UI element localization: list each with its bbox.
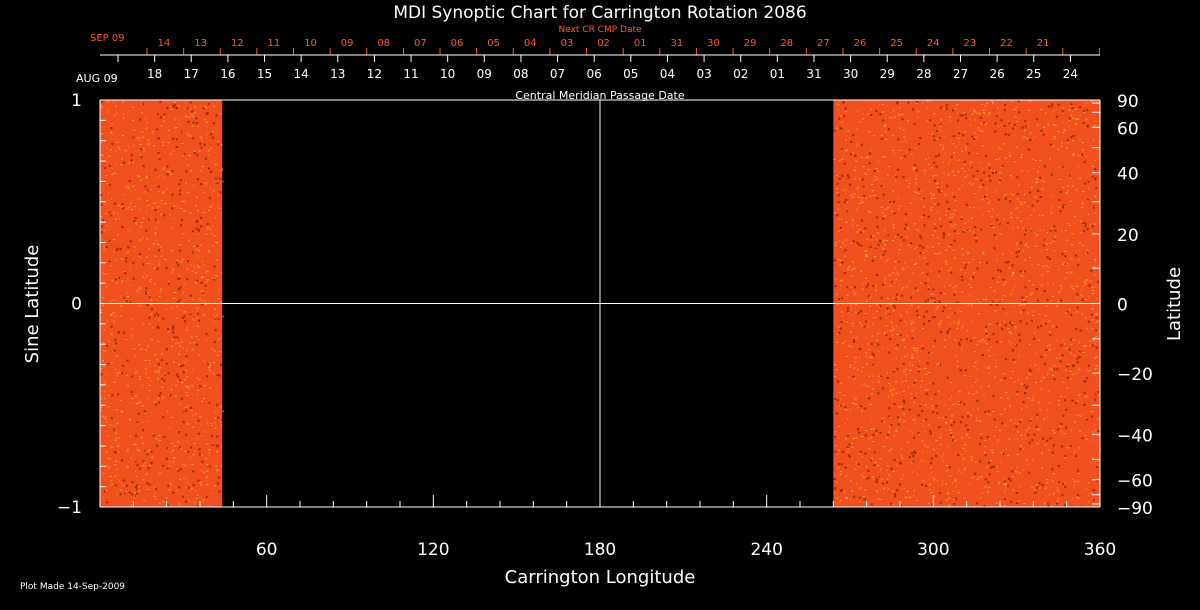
next-cr-date-label: 12	[231, 38, 244, 49]
x-tick-label: 300	[917, 540, 949, 560]
cmp-date-label: 29	[880, 67, 895, 81]
next-cr-date-label: 03	[561, 38, 574, 49]
cmp-date-label: 17	[184, 67, 199, 81]
y-right-tick-label: 20	[1117, 226, 1139, 246]
cmp-date-label: 26	[989, 67, 1004, 81]
cmp-date-label: 30	[843, 67, 858, 81]
chart-title: MDI Synoptic Chart for Carrington Rotati…	[393, 3, 806, 23]
cmp-date-label: 14	[294, 67, 309, 81]
cmp-date-label: 31	[806, 67, 821, 81]
next-cr-date-label: 11	[268, 38, 281, 49]
y-right-tick-label: −90	[1117, 499, 1153, 519]
cmp-date-label: 16	[220, 67, 235, 81]
x-tick-label: 60	[256, 540, 278, 560]
next-cr-date-label: 27	[817, 38, 830, 49]
central-meridian-date-axis: 18 17 16 15 14 13 12 11 10 09 08 07 06 05 04 03 02 01 31 30…	[100, 54, 1100, 81]
next-cr-start-label: SEP 09	[90, 33, 125, 44]
cmp-date-label: 08	[513, 67, 528, 81]
x-tick-label: 360	[1084, 540, 1116, 560]
plot-made-footer: Plot Made 14-Sep-2009	[20, 582, 125, 592]
next-cr-date-label: 13	[194, 38, 207, 49]
y-axis-left-label: Sine Latitude	[22, 245, 43, 364]
next-cr-cmp-date-axis: 14 13 12 11 10 09 08 07 06 05 04 03 02 01 31 30 29 28 27 26…	[146, 38, 1100, 55]
next-cr-date-label: 06	[451, 38, 464, 49]
latitude-axis: 90 60 40 20 0 −20 −40 −60 −90	[1092, 92, 1153, 519]
top-axis-start-label: AUG 09	[76, 72, 118, 85]
longitude-axis: 60 120 180 240 300 360	[99, 495, 1116, 560]
next-cr-date-label: 14	[158, 38, 171, 49]
x-axis-label: Carrington Longitude	[505, 567, 696, 588]
y-right-tick-label: −60	[1117, 472, 1153, 492]
next-cr-date-label: 21	[1037, 38, 1050, 49]
next-cr-date-label: 01	[634, 38, 647, 49]
next-cr-date-label: 28	[780, 38, 793, 49]
next-cr-date-label: 04	[524, 38, 537, 49]
y-right-tick-label: 60	[1117, 119, 1139, 139]
y-right-tick-label: −20	[1117, 365, 1153, 385]
next-cr-date-label: 08	[377, 38, 390, 49]
zero-grid-lines	[100, 100, 1100, 507]
cmp-date-label: 27	[953, 67, 968, 81]
cmp-date-label: 25	[1026, 67, 1041, 81]
next-cr-date-label: 02	[597, 38, 610, 49]
next-cr-date-label: 22	[1000, 38, 1013, 49]
next-cr-date-label: 10	[304, 38, 317, 49]
next-cr-date-label: 07	[414, 38, 427, 49]
x-tick-label: 120	[417, 540, 449, 560]
cmp-date-label: 24	[1063, 67, 1078, 81]
next-cr-date-label: 29	[744, 38, 757, 49]
cmp-date-label: 13	[330, 67, 345, 81]
y-left-tick-label: −1	[57, 498, 82, 518]
next-cr-date-label: 30	[707, 38, 720, 49]
cmp-date-label: 18	[147, 67, 162, 81]
y-right-tick-label: 40	[1117, 165, 1139, 185]
next-cr-date-label: 26	[854, 38, 867, 49]
cmp-date-label: 02	[733, 67, 748, 81]
cmp-date-label: 09	[477, 67, 492, 81]
map-texture-dark	[833, 100, 1101, 508]
next-cr-date-label: 25	[890, 38, 903, 49]
next-cr-date-label: 24	[927, 38, 940, 49]
top-axis-label: Central Meridian Passage Date	[515, 89, 684, 102]
cmp-date-label: 07	[550, 67, 565, 81]
next-cr-date-label: 05	[487, 38, 500, 49]
cmp-date-label: 04	[660, 67, 675, 81]
cmp-date-label: 05	[623, 67, 638, 81]
x-tick-label: 240	[750, 540, 782, 560]
next-cr-axis-title: Next CR CMP Date	[558, 25, 642, 35]
sine-latitude-axis: −1 0 1	[57, 91, 112, 518]
y-left-tick-label: 1	[71, 91, 82, 111]
cmp-date-label: 10	[440, 67, 455, 81]
cmp-date-label: 06	[587, 67, 602, 81]
y-axis-right-label: Latitude	[1164, 267, 1185, 341]
y-right-tick-label: −40	[1117, 426, 1153, 446]
cmp-date-label: 15	[257, 67, 272, 81]
cmp-date-label: 03	[696, 67, 711, 81]
cmp-date-label: 12	[367, 67, 382, 81]
y-right-tick-label: 90	[1117, 92, 1139, 112]
y-right-tick-label: 0	[1117, 296, 1128, 316]
cmp-date-label: 01	[770, 67, 785, 81]
x-tick-label: 180	[584, 540, 616, 560]
y-left-tick-label: 0	[71, 295, 82, 315]
next-cr-date-label: 23	[963, 38, 976, 49]
cmp-date-label: 11	[403, 67, 418, 81]
next-cr-date-label: 09	[341, 38, 354, 49]
next-cr-date-label: 31	[670, 38, 683, 49]
cmp-date-label: 28	[916, 67, 931, 81]
